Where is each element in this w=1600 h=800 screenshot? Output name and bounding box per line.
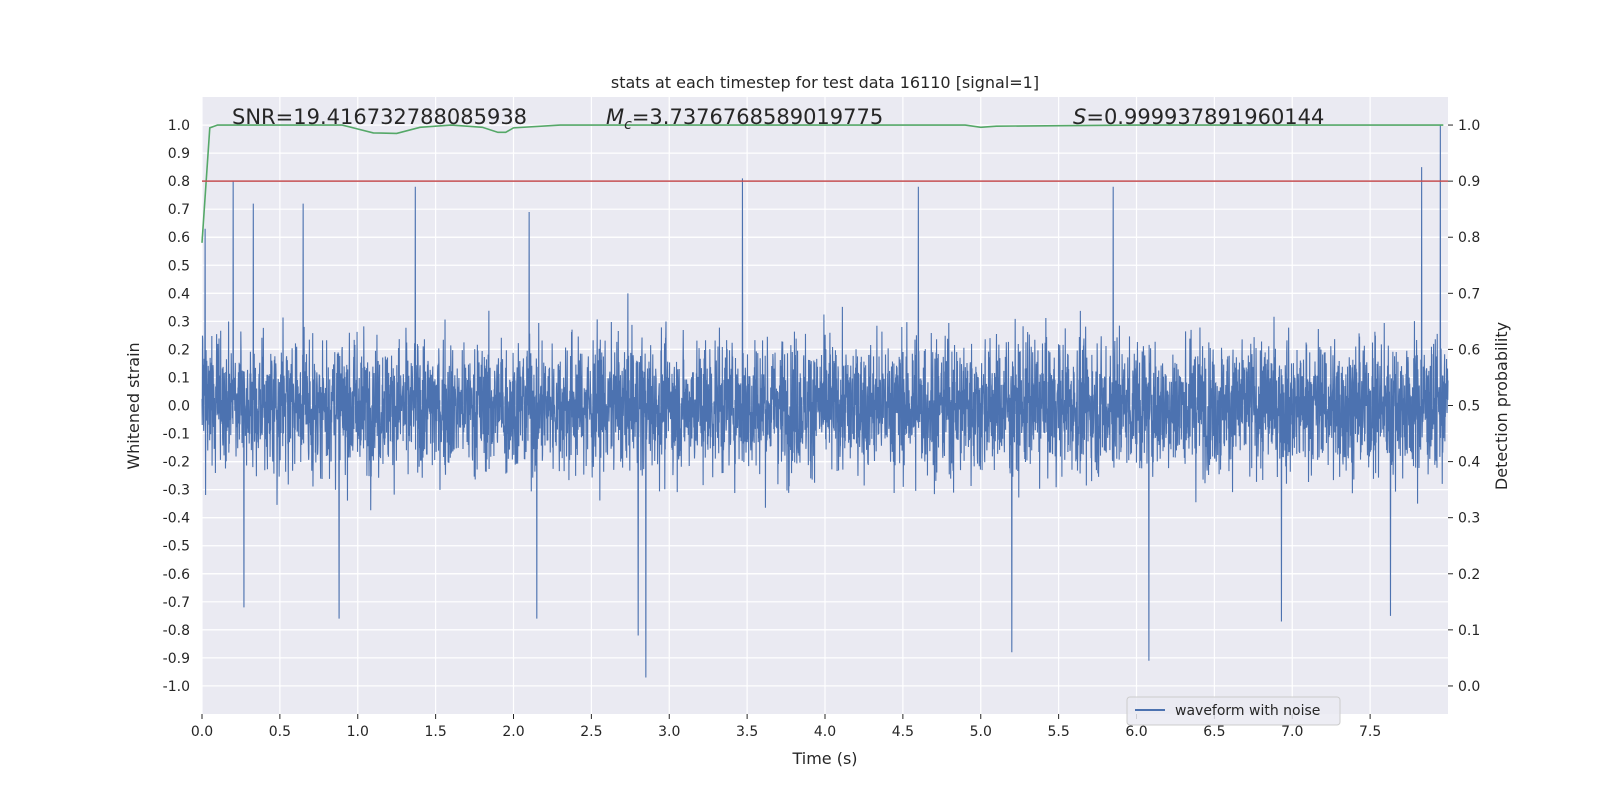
y-tick-label: 0.8 — [168, 174, 190, 190]
y-tick-label: 0.1 — [168, 370, 190, 386]
score-value: =0.999937891960144 — [1086, 105, 1324, 129]
x-tick-label: 2.0 — [502, 724, 524, 740]
y2-tick-label: 0.6 — [1458, 342, 1480, 358]
chirp-mass-subscript: c — [624, 117, 632, 133]
y-tick-label: 0.4 — [168, 286, 190, 302]
x-tick-label: 3.0 — [658, 724, 680, 740]
y-tick-label: -0.9 — [163, 651, 190, 667]
y-tick-label: -0.4 — [163, 511, 190, 527]
y-axis-label: Whitened strain — [124, 342, 143, 469]
y-tick-label: 0.9 — [168, 146, 190, 162]
legend: waveform with noise — [1126, 696, 1341, 726]
y2-tick-label: 0.4 — [1458, 455, 1480, 471]
y-tick-label: 1.0 — [168, 118, 190, 134]
waveform-line — [201, 125, 1449, 678]
x-tick-label: 2.5 — [580, 724, 602, 740]
chart-title: stats at each timestep for test data 161… — [611, 73, 1039, 92]
y-tick-label: -1.0 — [163, 679, 190, 695]
snr-annotation: SNR=19.416732788085938 — [232, 105, 527, 129]
x-tick-label: 1.5 — [424, 724, 446, 740]
y-tick-label: -0.7 — [163, 595, 190, 611]
x-axis-label: Time (s) — [791, 749, 857, 768]
y2-tick-label: 0.7 — [1458, 286, 1480, 302]
y-tick-label: 0.0 — [168, 399, 190, 415]
x-tick-label: 0.5 — [269, 724, 291, 740]
chirp-mass-value: =3.7376768589019775 — [632, 105, 883, 129]
legend-box — [1126, 696, 1341, 726]
x-tick-label: 0.0 — [191, 724, 213, 740]
y-tick-label: 0.3 — [168, 314, 190, 330]
x-tick-label: 7.5 — [1359, 724, 1381, 740]
score-symbol: S — [1073, 105, 1086, 129]
x-tick-label: 4.5 — [892, 724, 914, 740]
y2-tick-label: 0.1 — [1458, 623, 1480, 639]
x-tick-label: 5.5 — [1047, 724, 1069, 740]
x-tick-label: 6.0 — [1125, 724, 1147, 740]
y2-tick-label: 0.0 — [1458, 679, 1480, 695]
x-tick-label: 4.0 — [814, 724, 836, 740]
y-tick-label: -0.2 — [163, 455, 190, 471]
score-annotation: S=0.999937891960144 — [1073, 105, 1324, 129]
chirp-mass-symbol: M — [606, 105, 624, 129]
probability-line — [201, 124, 1444, 243]
y-tick-label: 0.2 — [168, 342, 190, 358]
probability-overlay — [201, 124, 1448, 243]
y2-axis-label: Detection probability — [1492, 322, 1511, 490]
y2-tick-label: 0.9 — [1458, 174, 1480, 190]
y2-tick-label: 1.0 — [1458, 118, 1480, 134]
y-tick-label: 0.7 — [168, 202, 190, 218]
waveform-series — [201, 125, 1449, 678]
y-tick-label: -0.3 — [163, 483, 190, 499]
y-tick-label: -0.6 — [163, 567, 190, 583]
y-tick-label: 0.6 — [168, 230, 190, 246]
y-tick-label: 0.5 — [168, 258, 190, 274]
tick-labels: 0.0 0.5 1.0 1.5 2.0 2.5 3.0 3.5 4.0 4.5 5.0 5.5 6.0 6… — [163, 118, 1481, 740]
y-tick-label: -0.1 — [163, 427, 190, 443]
y2-tick-label: 0.3 — [1458, 511, 1480, 527]
chirp-mass-annotation: Mc=3.7376768589019775 — [606, 105, 883, 133]
y-tick-label: -0.5 — [163, 539, 190, 555]
y-tick-label: -0.8 — [163, 623, 190, 639]
x-tick-label: 1.0 — [347, 724, 369, 740]
x-tick-label: 7.0 — [1281, 724, 1303, 740]
x-tick-label: 3.5 — [736, 724, 758, 740]
y2-tick-label: 0.5 — [1458, 399, 1480, 415]
y2-tick-label: 0.8 — [1458, 230, 1480, 246]
x-tick-label: 5.0 — [970, 724, 992, 740]
x-tick-label: 6.5 — [1203, 724, 1225, 740]
legend-label-waveform: waveform with noise — [1175, 703, 1320, 719]
y2-tick-label: 0.2 — [1458, 567, 1480, 583]
